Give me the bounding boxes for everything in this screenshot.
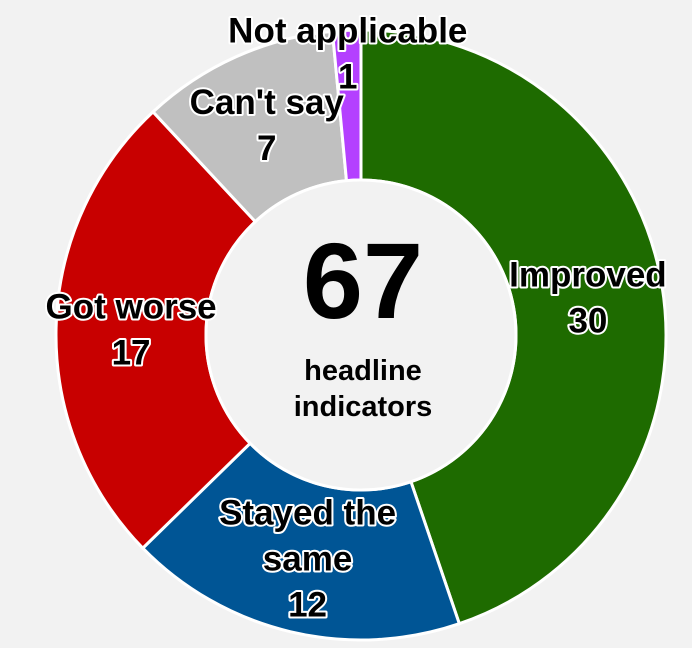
center-label: headline indicators [294,355,433,423]
slice-label: Got worse [45,288,216,327]
slice-value: 30 [568,301,607,340]
slice-value: 12 [288,586,327,625]
slice-label: Can't say [190,83,345,122]
slice-label: Stayed the same [219,494,396,579]
slice-value: 1 [338,57,357,96]
center-value: 67 [303,220,423,341]
slice-label: Improved [509,255,667,294]
slice-value: 17 [112,334,151,373]
donut-hole [204,178,518,492]
slice-value: 7 [257,129,276,168]
slice-label: Not applicable [228,11,467,50]
